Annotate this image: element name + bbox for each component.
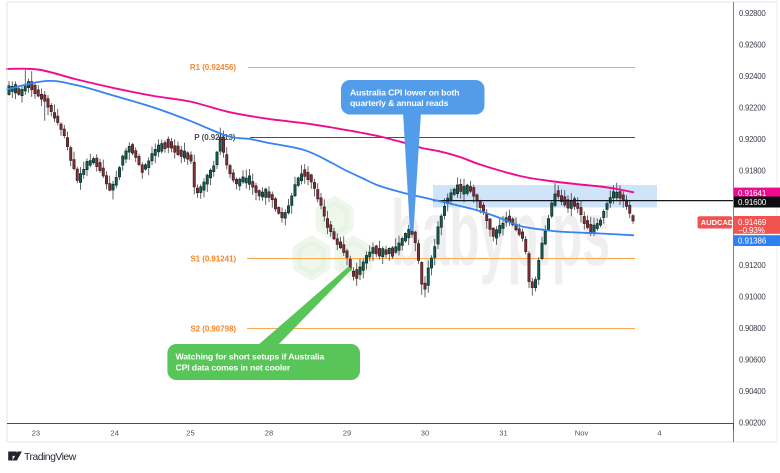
svg-text:0.91600: 0.91600 (738, 198, 767, 207)
svg-text:4: 4 (657, 429, 661, 438)
svg-text:0.91469: 0.91469 (738, 218, 767, 227)
svg-text:23: 23 (32, 429, 40, 438)
svg-text:Nov: Nov (575, 429, 589, 438)
svg-text:0.92400: 0.92400 (739, 72, 766, 81)
svg-text:0.91641: 0.91641 (738, 189, 767, 198)
svg-text:0.91200: 0.91200 (739, 261, 766, 270)
svg-text:Watching for short setups if A: Watching for short setups if Australia (176, 352, 325, 362)
svg-text:0.91800: 0.91800 (739, 166, 766, 175)
svg-text:0.92600: 0.92600 (739, 40, 766, 49)
svg-text:S1 (0.91241): S1 (0.91241) (190, 255, 236, 264)
svg-text:TradingView: TradingView (24, 451, 77, 463)
svg-text:29: 29 (343, 429, 351, 438)
svg-text:0.90600: 0.90600 (739, 355, 766, 364)
svg-text:31: 31 (499, 429, 507, 438)
svg-text:CPI data comes in net cooler: CPI data comes in net cooler (176, 363, 291, 373)
svg-text:quarterly & annual reads: quarterly & annual reads (350, 98, 449, 108)
svg-text:28: 28 (265, 429, 273, 438)
svg-text:0.90800: 0.90800 (739, 324, 766, 333)
svg-text:−0.93%: −0.93% (738, 226, 765, 235)
svg-text:R1 (0.92456): R1 (0.92456) (190, 63, 236, 72)
svg-text:Australia CPI lower on both: Australia CPI lower on both (350, 87, 459, 97)
svg-text:30: 30 (421, 429, 429, 438)
svg-text:0.92800: 0.92800 (739, 9, 766, 18)
svg-text:24: 24 (110, 429, 118, 438)
svg-text:25: 25 (186, 429, 194, 438)
svg-text:0.90400: 0.90400 (739, 387, 766, 396)
svg-text:0.91386: 0.91386 (738, 236, 767, 245)
svg-text:AUDCAD: AUDCAD (701, 218, 734, 227)
svg-text:0.92200: 0.92200 (739, 103, 766, 112)
svg-text:S2 (0.90798): S2 (0.90798) (190, 324, 236, 333)
svg-text:0.91000: 0.91000 (739, 292, 766, 301)
svg-text:0.90200: 0.90200 (739, 418, 766, 427)
svg-text:0.92000: 0.92000 (739, 135, 766, 144)
svg-text:P (0.92013): P (0.92013) (194, 133, 235, 142)
